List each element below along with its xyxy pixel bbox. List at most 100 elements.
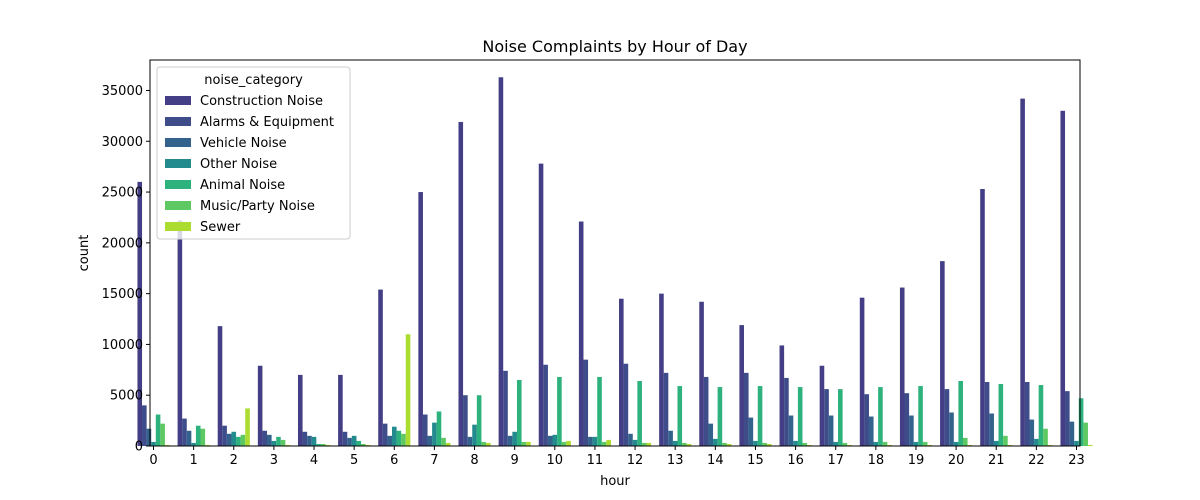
- bar-hour-21-series-2: [989, 413, 994, 446]
- x-axis: 0 1 2 3 4 5 6 7 8 9 10 11 12 13 14 15 16 17 18 19 20 21 22 23: [149, 446, 1085, 468]
- y-tick-label: 20000: [102, 236, 143, 251]
- bar-hour-8-series-0: [458, 121, 464, 447]
- bar-hour-3-series-0: [257, 365, 263, 446]
- bar-hour-19-series-3: [913, 441, 919, 446]
- bar-hour-11-series-5: [601, 441, 607, 446]
- bar-hour-7-series-1: [422, 414, 428, 446]
- bar-hour-4-series-2: [307, 435, 312, 446]
- bar-hour-3-series-4: [276, 436, 281, 446]
- bar-hour-21-series-4: [998, 384, 1004, 446]
- bar-hour-14-series-0: [699, 301, 704, 446]
- bar-hour-12-series-6: [646, 442, 652, 446]
- bar-hour-6-series-0: [378, 289, 383, 446]
- legend-label: Music/Party Noise: [200, 199, 315, 214]
- bar-hour-21-series-6: [1007, 444, 1013, 446]
- bar-hour-16-series-6: [807, 444, 812, 446]
- bar-hour-17-series-0: [819, 365, 825, 446]
- x-axis-label: hour: [600, 474, 630, 489]
- bar-hour-22-series-2: [1029, 419, 1035, 446]
- bar-hour-5-series-2: [347, 437, 352, 446]
- x-tick-label: 4: [310, 453, 318, 468]
- x-tick-label: 3: [270, 453, 278, 468]
- legend-label: Construction Noise: [200, 94, 323, 109]
- bar-hour-8-series-6: [486, 442, 491, 446]
- bar-hour-9-series-0: [498, 77, 504, 447]
- x-tick-label: 19: [908, 453, 925, 468]
- bar-hour-16-series-2: [788, 415, 794, 446]
- bar-hour-15-series-5: [762, 442, 767, 446]
- legend-label: Other Noise: [200, 157, 277, 172]
- bar-hour-12-series-4: [637, 380, 642, 446]
- bar-hour-23-series-6: [1087, 444, 1093, 446]
- bar-hour-14-series-2: [708, 423, 714, 446]
- bar-hour-18-series-2: [868, 416, 874, 446]
- bar-hour-5-series-6: [365, 444, 371, 446]
- legend-swatch: [165, 180, 191, 189]
- bar-hour-6-series-4: [396, 430, 402, 446]
- bar-hour-15-series-0: [739, 325, 744, 446]
- bar-hour-15-series-4: [757, 386, 763, 446]
- bar-hour-8-series-4: [476, 395, 482, 446]
- bar-hour-18-series-6: [887, 444, 892, 446]
- bar-hour-15-series-3: [753, 440, 758, 446]
- bar-hour-1-series-6: [205, 444, 210, 446]
- bar-hour-13-series-0: [659, 293, 664, 446]
- bar-hour-13-series-1: [663, 372, 669, 446]
- bar-hour-10-series-0: [538, 163, 544, 447]
- bar-hour-10-series-1: [543, 364, 548, 446]
- bar-hour-22-series-6: [1047, 444, 1053, 446]
- bar-hour-1-series-3: [191, 442, 196, 446]
- bar-hour-6-series-6: [405, 334, 411, 446]
- bar-hour-23-series-3: [1074, 440, 1079, 446]
- x-tick-label: 7: [430, 453, 438, 468]
- bar-hour-4-series-4: [316, 443, 321, 446]
- legend-title: noise_category: [204, 73, 303, 88]
- legend-swatch: [165, 159, 191, 168]
- bar-hour-21-series-1: [984, 382, 990, 446]
- bar-hour-14-series-5: [722, 442, 727, 446]
- bar-hour-19-series-2: [909, 415, 914, 446]
- bar-hour-18-series-3: [873, 441, 879, 446]
- bar-hour-12-series-5: [641, 442, 647, 446]
- y-tick-label: 25000: [102, 186, 143, 201]
- bar-hour-20-series-4: [958, 380, 963, 446]
- legend: noise_category Construction Noise Alarms &…: [156, 66, 351, 240]
- bar-hour-14-series-6: [726, 443, 732, 446]
- y-tick-label: 30000: [102, 135, 143, 150]
- bars-layer: [137, 77, 1093, 447]
- bar-hour-1-series-2: [186, 430, 192, 446]
- bar-hour-4-series-1: [302, 431, 308, 446]
- bar-hour-10-series-3: [552, 434, 558, 446]
- bar-hour-22-series-0: [1020, 98, 1025, 446]
- x-tick-label: 20: [948, 453, 965, 468]
- bar-hour-9-series-6: [526, 441, 531, 446]
- legend-swatch: [165, 117, 191, 126]
- bar-hour-8-series-1: [463, 395, 468, 446]
- bar-hour-10-series-4: [557, 376, 562, 446]
- bar-hour-15-series-6: [766, 443, 772, 446]
- bar-hour-17-series-2: [828, 415, 834, 446]
- y-axis-label: count: [77, 235, 92, 272]
- x-tick-label: 8: [470, 453, 478, 468]
- bar-hour-2-series-5: [240, 434, 246, 446]
- bar-hour-4-series-5: [320, 443, 326, 446]
- bar-hour-10-series-2: [547, 435, 553, 446]
- bar-hour-17-series-5: [842, 442, 848, 446]
- bar-hour-0-series-6: [164, 444, 170, 446]
- bar-hour-18-series-0: [859, 297, 865, 446]
- bar-hour-2-series-2: [226, 433, 232, 446]
- bar-hour-11-series-3: [592, 436, 598, 446]
- y-tick-label: 5000: [110, 389, 143, 404]
- bar-hour-18-series-5: [882, 441, 888, 446]
- bar-hour-22-series-4: [1038, 385, 1044, 446]
- bar-hour-0-series-5: [160, 423, 165, 446]
- x-tick-label: 5: [350, 453, 358, 468]
- x-tick-label: 2: [230, 453, 238, 468]
- x-tick-label: 11: [587, 453, 604, 468]
- bar-hour-17-series-3: [833, 441, 839, 446]
- bar-hour-14-series-4: [717, 387, 723, 446]
- bar-hour-16-series-1: [784, 377, 789, 446]
- legend-box: [156, 66, 351, 240]
- bar-hour-17-series-1: [824, 389, 829, 446]
- bar-hour-7-series-4: [436, 411, 442, 446]
